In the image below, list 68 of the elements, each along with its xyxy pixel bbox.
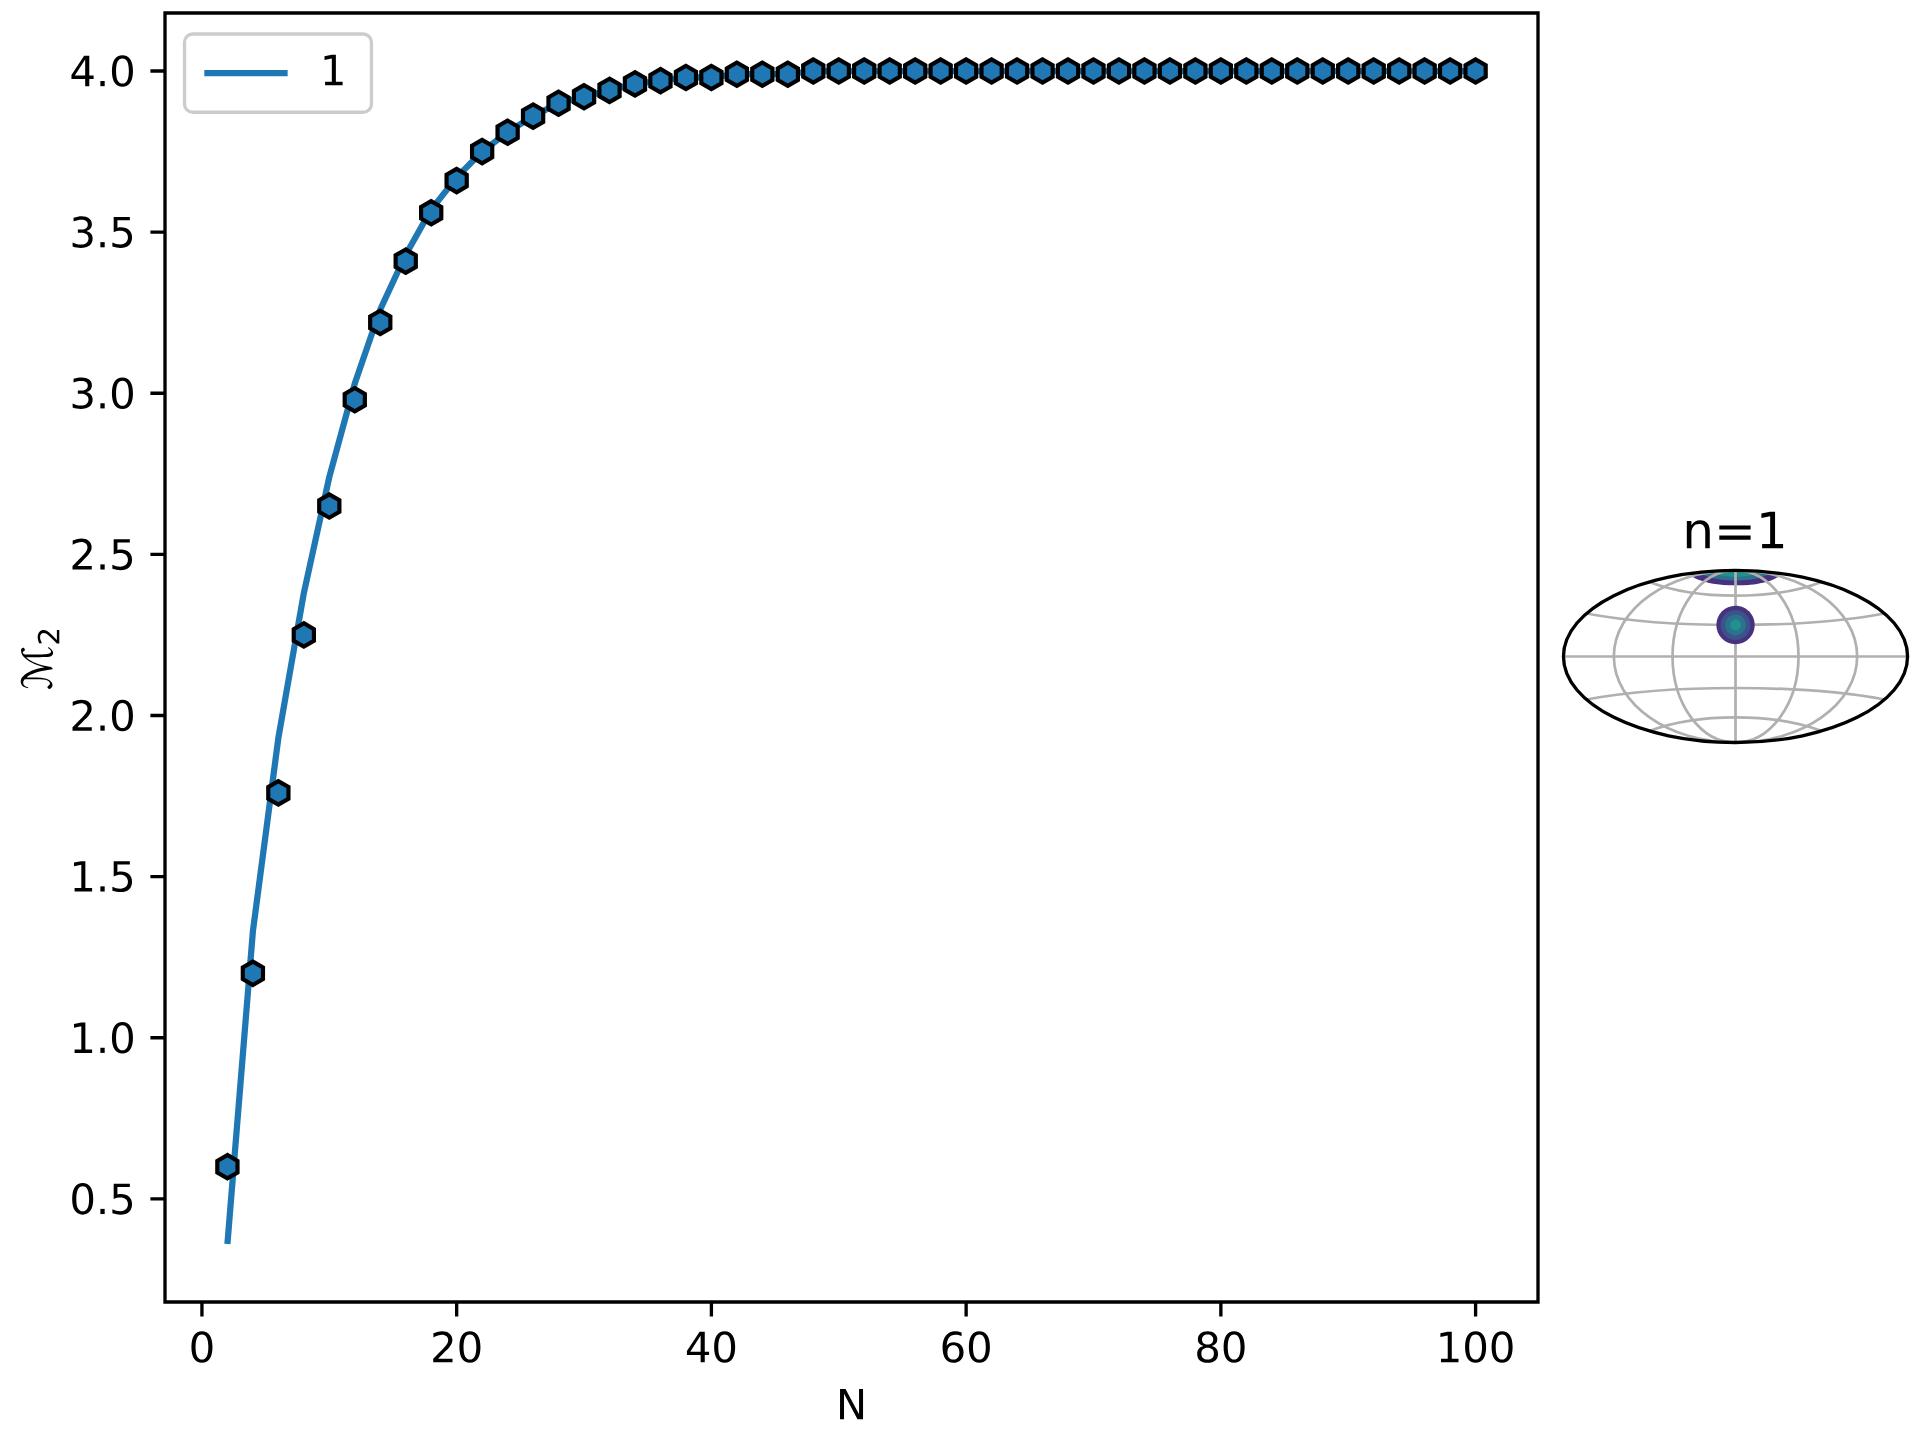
y-axis-title: ℳ$_{2}$ bbox=[20, 629, 60, 689]
point bbox=[546, 89, 571, 117]
point bbox=[724, 60, 750, 88]
point bbox=[266, 779, 291, 807]
y-tick-label: 4.0 bbox=[71, 55, 133, 87]
y-tick-label: 0.5 bbox=[72, 1183, 133, 1215]
point bbox=[571, 83, 597, 111]
point bbox=[877, 57, 902, 85]
point bbox=[368, 308, 393, 337]
x-tick-label: 100 bbox=[1440, 1331, 1513, 1363]
point bbox=[1106, 57, 1132, 85]
point bbox=[1412, 57, 1437, 85]
point bbox=[444, 166, 469, 195]
point bbox=[291, 621, 317, 649]
point bbox=[317, 492, 342, 520]
y-tick-label: 3.5 bbox=[72, 216, 133, 248]
point bbox=[699, 63, 724, 92]
x-tick-label: 60 bbox=[942, 1331, 990, 1363]
point bbox=[1132, 57, 1157, 85]
point bbox=[673, 63, 699, 92]
text: n=1 bbox=[1686, 511, 1784, 549]
point bbox=[1183, 57, 1208, 85]
x-axis-title: N bbox=[840, 1388, 864, 1420]
point bbox=[1285, 57, 1310, 85]
point bbox=[1336, 57, 1361, 85]
x-tick-label: 0 bbox=[191, 1331, 213, 1363]
point bbox=[342, 385, 367, 414]
point bbox=[520, 102, 546, 130]
point bbox=[1081, 57, 1106, 85]
point bbox=[750, 60, 775, 88]
x-tick-label: 20 bbox=[433, 1331, 481, 1363]
x-tick-label: 80 bbox=[1197, 1331, 1245, 1363]
point bbox=[775, 60, 801, 88]
point bbox=[597, 76, 622, 105]
point bbox=[622, 70, 648, 98]
x-tick-label: 40 bbox=[686, 1331, 736, 1363]
point bbox=[469, 137, 495, 166]
point bbox=[1259, 57, 1285, 85]
y-tick-label: 1.0 bbox=[74, 1021, 133, 1054]
point bbox=[826, 57, 851, 85]
point bbox=[1157, 57, 1183, 85]
legend-label: 1 bbox=[324, 54, 343, 86]
point bbox=[1437, 57, 1463, 85]
point bbox=[979, 57, 1004, 85]
point bbox=[1463, 57, 1488, 85]
point bbox=[419, 199, 444, 227]
point bbox=[1361, 57, 1386, 85]
point bbox=[1208, 57, 1234, 85]
point bbox=[1055, 57, 1081, 85]
y-tick-label: 2.0 bbox=[72, 699, 133, 732]
point bbox=[495, 118, 520, 146]
y-tick-label: 2.5 bbox=[72, 538, 133, 571]
point bbox=[953, 57, 979, 85]
y-tick-label: 3.0 bbox=[72, 377, 133, 410]
point bbox=[1234, 57, 1259, 85]
point bbox=[1386, 57, 1412, 85]
point bbox=[240, 959, 266, 988]
point bbox=[393, 247, 418, 275]
point bbox=[1004, 57, 1030, 85]
point bbox=[852, 57, 877, 85]
point bbox=[1310, 57, 1335, 85]
point bbox=[1030, 57, 1055, 85]
point bbox=[648, 66, 673, 95]
point bbox=[215, 1152, 240, 1181]
point bbox=[903, 57, 928, 85]
point bbox=[928, 57, 953, 85]
point bbox=[801, 57, 826, 85]
y-tick-label: 1.5 bbox=[74, 861, 133, 893]
